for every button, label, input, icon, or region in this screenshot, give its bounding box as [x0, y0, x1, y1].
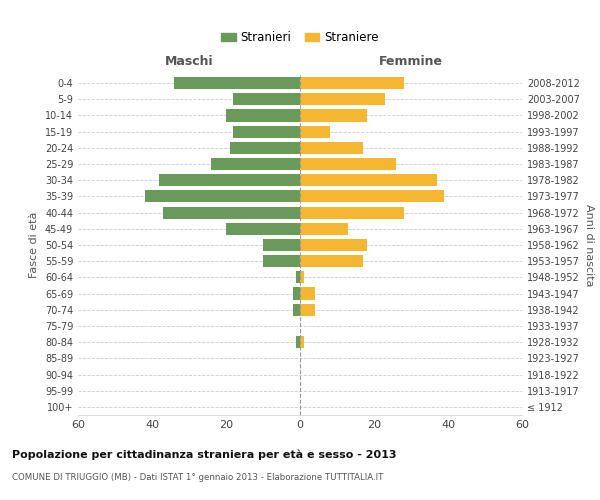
Bar — [300, 239, 367, 251]
Text: COMUNE DI TRIUGGIO (MB) - Dati ISTAT 1° gennaio 2013 - Elaborazione TUTTITALIA.I: COMUNE DI TRIUGGIO (MB) - Dati ISTAT 1° … — [12, 472, 383, 482]
Bar — [174, 77, 300, 89]
Bar — [300, 206, 404, 218]
Bar — [300, 142, 363, 154]
Bar — [300, 255, 363, 268]
Legend: Stranieri, Straniere: Stranieri, Straniere — [217, 26, 383, 49]
Bar — [296, 272, 300, 283]
Bar — [163, 206, 300, 218]
Bar — [300, 222, 348, 235]
Bar — [300, 158, 396, 170]
Bar — [211, 158, 300, 170]
Bar — [226, 110, 300, 122]
Bar — [233, 93, 300, 106]
Bar — [263, 239, 300, 251]
Bar — [293, 288, 300, 300]
Bar — [300, 190, 445, 202]
Bar — [293, 304, 300, 316]
Text: Popolazione per cittadinanza straniera per età e sesso - 2013: Popolazione per cittadinanza straniera p… — [12, 450, 397, 460]
Bar — [263, 255, 300, 268]
Bar — [300, 288, 315, 300]
Bar — [300, 93, 385, 106]
Bar — [300, 77, 404, 89]
Bar — [300, 304, 315, 316]
Bar — [300, 174, 437, 186]
Bar — [300, 336, 304, 348]
Y-axis label: Anni di nascita: Anni di nascita — [584, 204, 593, 286]
Y-axis label: Fasce di età: Fasce di età — [29, 212, 39, 278]
Bar — [300, 110, 367, 122]
Bar — [145, 190, 300, 202]
Bar — [300, 126, 329, 138]
Bar — [233, 126, 300, 138]
Bar — [296, 336, 300, 348]
Text: Maschi: Maschi — [164, 55, 214, 68]
Bar — [160, 174, 300, 186]
Bar — [300, 272, 304, 283]
Text: Femmine: Femmine — [379, 55, 443, 68]
Bar — [226, 222, 300, 235]
Bar — [230, 142, 300, 154]
